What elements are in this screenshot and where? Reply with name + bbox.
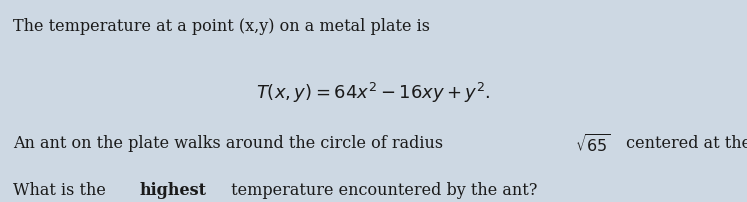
- Text: An ant on the plate walks around the circle of radius: An ant on the plate walks around the cir…: [13, 135, 449, 152]
- Text: highest: highest: [140, 182, 207, 199]
- Text: temperature encountered by the ant?: temperature encountered by the ant?: [226, 182, 538, 199]
- Text: $\sqrt{65}$: $\sqrt{65}$: [575, 135, 611, 157]
- Text: $T(x, y) = 64x^2 - 16xy + y^2.$: $T(x, y) = 64x^2 - 16xy + y^2.$: [256, 81, 491, 105]
- Text: The temperature at a point (x,y) on a metal plate is: The temperature at a point (x,y) on a me…: [13, 18, 430, 35]
- Text: What is the: What is the: [13, 182, 111, 199]
- Text: centered at the origin.: centered at the origin.: [622, 135, 747, 152]
